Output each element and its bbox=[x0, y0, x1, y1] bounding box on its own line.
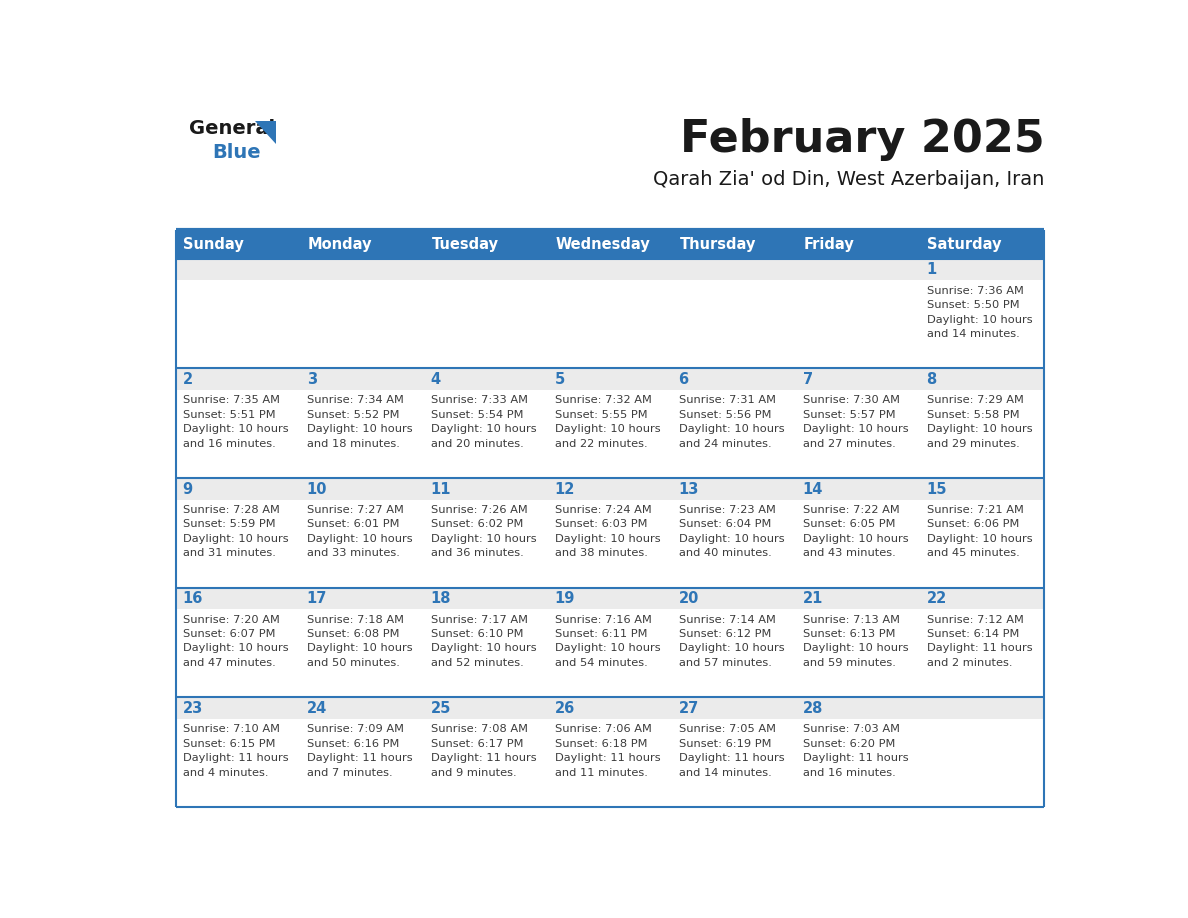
Text: 21: 21 bbox=[803, 591, 823, 607]
Bar bbox=[176, 698, 1043, 807]
Text: 28: 28 bbox=[803, 701, 823, 716]
Text: Sunrise: 7:21 AM
Sunset: 6:06 PM
Daylight: 10 hours
and 45 minutes.: Sunrise: 7:21 AM Sunset: 6:06 PM Dayligh… bbox=[927, 505, 1032, 558]
Text: 18: 18 bbox=[430, 591, 451, 607]
Text: Sunrise: 7:24 AM
Sunset: 6:03 PM
Daylight: 10 hours
and 38 minutes.: Sunrise: 7:24 AM Sunset: 6:03 PM Dayligh… bbox=[555, 505, 661, 558]
Text: Blue: Blue bbox=[211, 142, 260, 162]
Text: General: General bbox=[189, 119, 274, 139]
Polygon shape bbox=[255, 121, 276, 144]
Text: 20: 20 bbox=[678, 591, 699, 607]
Text: 8: 8 bbox=[927, 372, 937, 387]
Text: 14: 14 bbox=[803, 482, 823, 497]
Text: 1: 1 bbox=[927, 263, 937, 277]
Text: Sunrise: 7:36 AM
Sunset: 5:50 PM
Daylight: 10 hours
and 14 minutes.: Sunrise: 7:36 AM Sunset: 5:50 PM Dayligh… bbox=[927, 285, 1032, 339]
Text: Monday: Monday bbox=[308, 237, 372, 252]
Text: 13: 13 bbox=[678, 482, 699, 497]
Text: 22: 22 bbox=[927, 591, 947, 607]
Text: Wednesday: Wednesday bbox=[555, 237, 650, 252]
Text: Friday: Friday bbox=[803, 237, 854, 252]
Text: Sunrise: 7:14 AM
Sunset: 6:12 PM
Daylight: 10 hours
and 57 minutes.: Sunrise: 7:14 AM Sunset: 6:12 PM Dayligh… bbox=[678, 615, 784, 668]
Text: Sunrise: 7:10 AM
Sunset: 6:15 PM
Daylight: 11 hours
and 4 minutes.: Sunrise: 7:10 AM Sunset: 6:15 PM Dayligh… bbox=[183, 724, 289, 778]
Text: 12: 12 bbox=[555, 482, 575, 497]
Text: Sunrise: 7:29 AM
Sunset: 5:58 PM
Daylight: 10 hours
and 29 minutes.: Sunrise: 7:29 AM Sunset: 5:58 PM Dayligh… bbox=[927, 396, 1032, 449]
Text: Thursday: Thursday bbox=[680, 237, 756, 252]
Text: 23: 23 bbox=[183, 701, 203, 716]
Text: 15: 15 bbox=[927, 482, 947, 497]
Bar bbox=[176, 259, 1043, 368]
Text: Sunday: Sunday bbox=[183, 237, 244, 252]
Bar bbox=[176, 259, 1043, 280]
Text: Sunrise: 7:26 AM
Sunset: 6:02 PM
Daylight: 10 hours
and 36 minutes.: Sunrise: 7:26 AM Sunset: 6:02 PM Dayligh… bbox=[430, 505, 536, 558]
Text: 25: 25 bbox=[430, 701, 451, 716]
Bar bbox=[176, 478, 1043, 499]
Text: Qarah Zia' od Din, West Azerbaijan, Iran: Qarah Zia' od Din, West Azerbaijan, Iran bbox=[653, 170, 1044, 189]
Text: Sunrise: 7:33 AM
Sunset: 5:54 PM
Daylight: 10 hours
and 20 minutes.: Sunrise: 7:33 AM Sunset: 5:54 PM Dayligh… bbox=[430, 396, 536, 449]
Bar bbox=[176, 368, 1043, 390]
Bar bbox=[176, 478, 1043, 588]
Text: 3: 3 bbox=[307, 372, 317, 387]
Text: Sunrise: 7:31 AM
Sunset: 5:56 PM
Daylight: 10 hours
and 24 minutes.: Sunrise: 7:31 AM Sunset: 5:56 PM Dayligh… bbox=[678, 396, 784, 449]
Text: Sunrise: 7:09 AM
Sunset: 6:16 PM
Daylight: 11 hours
and 7 minutes.: Sunrise: 7:09 AM Sunset: 6:16 PM Dayligh… bbox=[307, 724, 412, 778]
Text: 17: 17 bbox=[307, 591, 327, 607]
Bar bbox=[176, 368, 1043, 478]
Text: Sunrise: 7:08 AM
Sunset: 6:17 PM
Daylight: 11 hours
and 9 minutes.: Sunrise: 7:08 AM Sunset: 6:17 PM Dayligh… bbox=[430, 724, 536, 778]
Text: Sunrise: 7:32 AM
Sunset: 5:55 PM
Daylight: 10 hours
and 22 minutes.: Sunrise: 7:32 AM Sunset: 5:55 PM Dayligh… bbox=[555, 396, 661, 449]
Text: Sunrise: 7:28 AM
Sunset: 5:59 PM
Daylight: 10 hours
and 31 minutes.: Sunrise: 7:28 AM Sunset: 5:59 PM Dayligh… bbox=[183, 505, 289, 558]
Text: 26: 26 bbox=[555, 701, 575, 716]
Text: Sunrise: 7:06 AM
Sunset: 6:18 PM
Daylight: 11 hours
and 11 minutes.: Sunrise: 7:06 AM Sunset: 6:18 PM Dayligh… bbox=[555, 724, 661, 778]
Text: Sunrise: 7:18 AM
Sunset: 6:08 PM
Daylight: 10 hours
and 50 minutes.: Sunrise: 7:18 AM Sunset: 6:08 PM Dayligh… bbox=[307, 615, 412, 668]
Text: February 2025: February 2025 bbox=[680, 118, 1044, 161]
Text: Sunrise: 7:27 AM
Sunset: 6:01 PM
Daylight: 10 hours
and 33 minutes.: Sunrise: 7:27 AM Sunset: 6:01 PM Dayligh… bbox=[307, 505, 412, 558]
Bar bbox=[176, 588, 1043, 698]
Text: 24: 24 bbox=[307, 701, 327, 716]
Text: Saturday: Saturday bbox=[928, 237, 1001, 252]
Text: Sunrise: 7:20 AM
Sunset: 6:07 PM
Daylight: 10 hours
and 47 minutes.: Sunrise: 7:20 AM Sunset: 6:07 PM Dayligh… bbox=[183, 615, 289, 668]
Text: Tuesday: Tuesday bbox=[431, 237, 499, 252]
Text: Sunrise: 7:03 AM
Sunset: 6:20 PM
Daylight: 11 hours
and 16 minutes.: Sunrise: 7:03 AM Sunset: 6:20 PM Dayligh… bbox=[803, 724, 908, 778]
Text: Sunrise: 7:22 AM
Sunset: 6:05 PM
Daylight: 10 hours
and 43 minutes.: Sunrise: 7:22 AM Sunset: 6:05 PM Dayligh… bbox=[803, 505, 908, 558]
Text: 9: 9 bbox=[183, 482, 192, 497]
Text: 10: 10 bbox=[307, 482, 327, 497]
Text: 5: 5 bbox=[555, 372, 564, 387]
Text: Sunrise: 7:34 AM
Sunset: 5:52 PM
Daylight: 10 hours
and 18 minutes.: Sunrise: 7:34 AM Sunset: 5:52 PM Dayligh… bbox=[307, 396, 412, 449]
Text: 4: 4 bbox=[430, 372, 441, 387]
Text: 16: 16 bbox=[183, 591, 203, 607]
Text: 27: 27 bbox=[678, 701, 699, 716]
Bar bbox=[176, 230, 1043, 259]
Text: 2: 2 bbox=[183, 372, 192, 387]
Text: 6: 6 bbox=[678, 372, 689, 387]
Text: Sunrise: 7:12 AM
Sunset: 6:14 PM
Daylight: 11 hours
and 2 minutes.: Sunrise: 7:12 AM Sunset: 6:14 PM Dayligh… bbox=[927, 615, 1032, 668]
Text: Sunrise: 7:13 AM
Sunset: 6:13 PM
Daylight: 10 hours
and 59 minutes.: Sunrise: 7:13 AM Sunset: 6:13 PM Dayligh… bbox=[803, 615, 908, 668]
Text: Sunrise: 7:05 AM
Sunset: 6:19 PM
Daylight: 11 hours
and 14 minutes.: Sunrise: 7:05 AM Sunset: 6:19 PM Dayligh… bbox=[678, 724, 784, 778]
Text: Sunrise: 7:35 AM
Sunset: 5:51 PM
Daylight: 10 hours
and 16 minutes.: Sunrise: 7:35 AM Sunset: 5:51 PM Dayligh… bbox=[183, 396, 289, 449]
Text: Sunrise: 7:30 AM
Sunset: 5:57 PM
Daylight: 10 hours
and 27 minutes.: Sunrise: 7:30 AM Sunset: 5:57 PM Dayligh… bbox=[803, 396, 908, 449]
Text: 7: 7 bbox=[803, 372, 813, 387]
Text: Sunrise: 7:23 AM
Sunset: 6:04 PM
Daylight: 10 hours
and 40 minutes.: Sunrise: 7:23 AM Sunset: 6:04 PM Dayligh… bbox=[678, 505, 784, 558]
Text: 19: 19 bbox=[555, 591, 575, 607]
Text: Sunrise: 7:17 AM
Sunset: 6:10 PM
Daylight: 10 hours
and 52 minutes.: Sunrise: 7:17 AM Sunset: 6:10 PM Dayligh… bbox=[430, 615, 536, 668]
Text: 11: 11 bbox=[430, 482, 451, 497]
Text: Sunrise: 7:16 AM
Sunset: 6:11 PM
Daylight: 10 hours
and 54 minutes.: Sunrise: 7:16 AM Sunset: 6:11 PM Dayligh… bbox=[555, 615, 661, 668]
Bar bbox=[176, 588, 1043, 610]
Bar bbox=[176, 698, 1043, 719]
